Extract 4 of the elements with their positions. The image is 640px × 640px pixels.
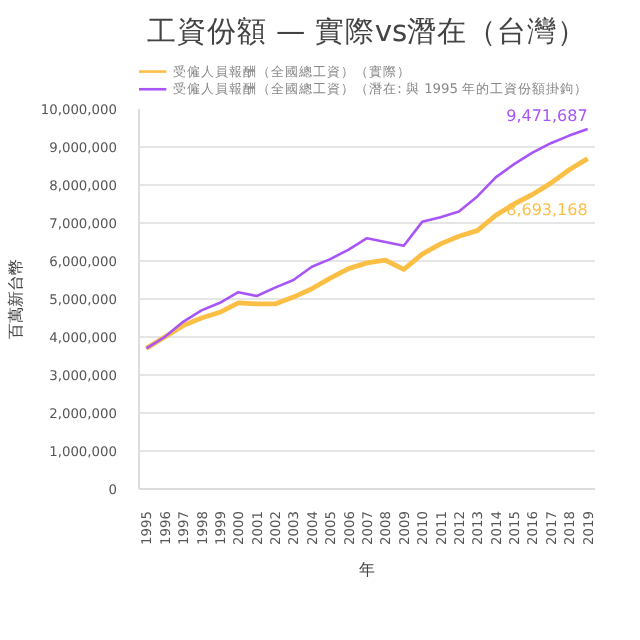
- x-axis-title: 年: [359, 560, 375, 579]
- chart-title: 工資份額 — 實際vs潛在（台灣）: [146, 15, 588, 49]
- y-axis-title: 百萬新台幣: [6, 259, 25, 339]
- annotation: 9,471,687: [506, 107, 588, 126]
